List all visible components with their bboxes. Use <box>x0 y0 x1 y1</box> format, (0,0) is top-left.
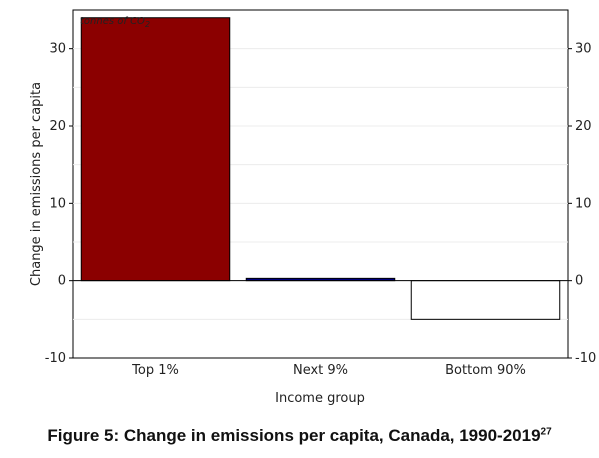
y-tick-label-right: 0 <box>575 274 583 289</box>
x-tick-label: Next 9% <box>293 363 348 378</box>
bar-bottom-90 <box>410 280 561 320</box>
y-tick-label-left: 10 <box>49 196 66 211</box>
figure-caption: Figure 5: Change in emissions per capita… <box>0 426 599 446</box>
x-axis-title: Income group <box>275 391 365 406</box>
y-tick-label-left: 0 <box>58 274 66 289</box>
y-tick-label-right: -10 <box>575 351 596 366</box>
caption-footnote: 27 <box>540 426 552 438</box>
y-axis-title: Change in emissions per capita <box>29 82 44 286</box>
x-tick-label: Top 1% <box>131 363 179 378</box>
y-tick-label-right: 20 <box>575 119 592 134</box>
axis-ticks: -10 -10 0 0 10 10 20 20 30 30 Top 1% Next 9% Bottom … <box>45 42 596 378</box>
bar-top-1 <box>80 17 231 282</box>
x-tick-label: Bottom 90% <box>445 363 526 378</box>
caption-text: Figure 5: Change in emissions per capita… <box>47 426 541 445</box>
unit-note-subscript: 2 <box>145 20 150 29</box>
bars <box>80 17 561 320</box>
y-tick-label-left: 30 <box>49 42 66 57</box>
y-tick-label-right: 30 <box>575 42 592 57</box>
y-tick-label-right: 10 <box>575 196 592 211</box>
y-tick-label-left: 20 <box>49 119 66 134</box>
unit-note: tonnes of CO2 <box>80 16 150 29</box>
y-tick-label-left: -10 <box>45 351 66 366</box>
bar-chart: -10 -10 0 0 10 10 20 20 30 30 Top 1% Next 9% Bottom … <box>29 9 596 406</box>
